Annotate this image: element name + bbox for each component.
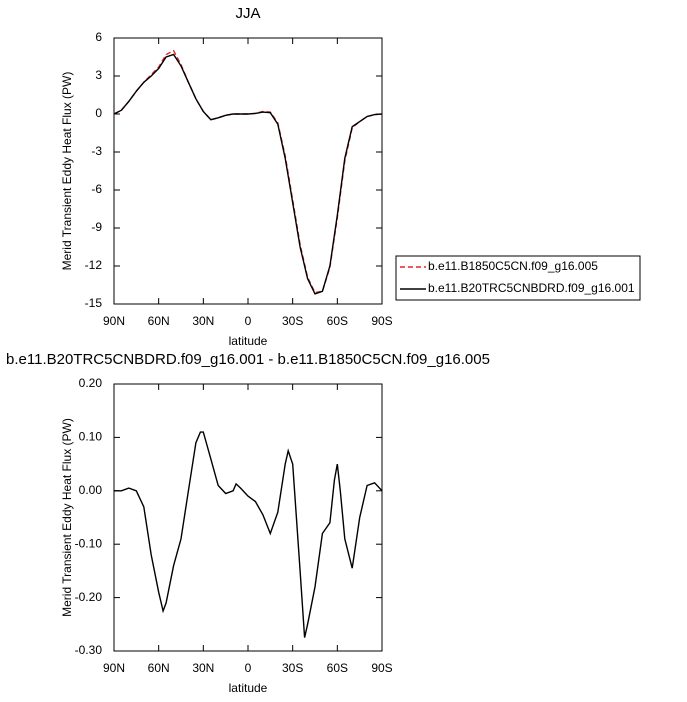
- y-tick-label: -0.30: [75, 643, 103, 657]
- y-tick-label: -6: [91, 182, 102, 196]
- y-tick-label: 6: [95, 30, 102, 44]
- x-tick-label: 90N: [103, 661, 125, 675]
- x-tick-label: 60N: [148, 314, 170, 328]
- x-tick-label: 0: [245, 661, 252, 675]
- legend-label: b.e11.B20TRC5CNBDRD.f09_g16.001: [428, 281, 635, 295]
- y-tick-label: 0.00: [79, 483, 103, 497]
- x-tick-label: 30S: [282, 314, 303, 328]
- y-tick-label: -0.10: [75, 536, 103, 550]
- x-tick-label: 90N: [103, 314, 125, 328]
- x-tick-label: 30N: [192, 314, 214, 328]
- data-line: [113, 49, 383, 294]
- chart-title: JJA: [235, 5, 260, 22]
- plot-frame: [113, 37, 383, 305]
- y-axis-label: Merid Transient Eddy Heat Flux (PW): [60, 72, 74, 271]
- x-tick-label: 30S: [282, 661, 303, 675]
- x-axis-label: latitude: [229, 334, 268, 348]
- x-axis-label: latitude: [229, 681, 268, 695]
- x-tick-label: 0: [245, 314, 252, 328]
- y-axis-label: Merid Transient Eddy Heat Flux (PW): [60, 418, 74, 617]
- x-tick-label: 60S: [327, 314, 348, 328]
- legend-label: b.e11.B1850C5CN.f09_g16.005: [428, 259, 598, 273]
- y-tick-label: -12: [85, 258, 103, 272]
- y-tick-label: 0: [95, 106, 102, 120]
- x-tick-label: 90S: [371, 314, 392, 328]
- plot-frame: [113, 383, 383, 652]
- legend-box: [395, 255, 641, 301]
- y-tick-label: -15: [85, 296, 103, 310]
- x-tick-label: 30N: [192, 661, 214, 675]
- y-tick-label: -3: [91, 144, 102, 158]
- y-tick-label: -9: [91, 220, 102, 234]
- y-tick-label: 3: [95, 68, 102, 82]
- chart-title: b.e11.B20TRC5CNBDRD.f09_g16.001 - b.e11.…: [6, 351, 490, 368]
- data-line: [113, 53, 383, 295]
- y-tick-label: 0.20: [79, 376, 103, 390]
- x-tick-label: 60N: [148, 661, 170, 675]
- y-tick-label: 0.10: [79, 430, 103, 444]
- y-tick-label: -0.20: [75, 590, 103, 604]
- x-tick-label: 90S: [371, 661, 392, 675]
- x-tick-label: 60S: [327, 661, 348, 675]
- data-line: [114, 431, 383, 638]
